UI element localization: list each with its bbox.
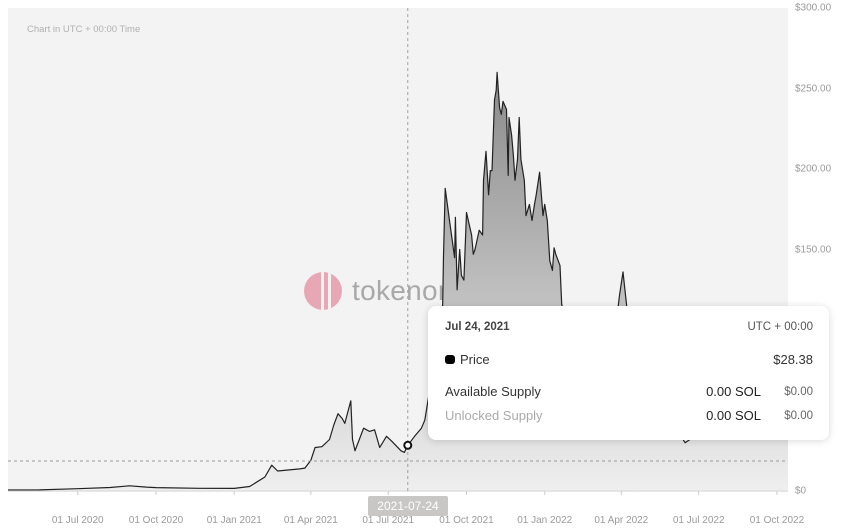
y-tick-label: $0 [795, 485, 807, 497]
tooltip-timezone: UTC + 00:00 [747, 321, 813, 333]
x-tick-label: 01 Jul 2020 [51, 515, 104, 526]
tooltip-price-row: Price $28.38 [445, 352, 813, 367]
tooltip-date: Jul 24, 2021 [445, 321, 510, 333]
tooltip-price-value: $28.38 [773, 352, 813, 367]
x-tick-label: 01 Jan 2021 [206, 515, 262, 526]
x-tick-label: 01 Jul 2022 [672, 515, 725, 526]
x-tick-label: 01 Apr 2021 [283, 515, 338, 526]
x-tick-label: 01 Oct 2022 [749, 515, 805, 526]
x-tick-label: 01 Apr 2022 [594, 515, 649, 526]
tooltip-row-amount: 0.00 SOL [706, 408, 761, 423]
tooltip-row-amount: 0.00 SOL [706, 384, 761, 399]
x-tick-label: 01 Oct 2020 [128, 515, 184, 526]
hover-date-badge: 2021-07-24 [368, 496, 448, 516]
tooltip-available-supply-row: Available Supply 0.00 SOL $0.00 [445, 384, 813, 399]
x-tick-label: 01 Oct 2021 [439, 515, 494, 526]
hover-point-marker [403, 440, 413, 450]
x-tick-label: 01 Jul 2021 [362, 515, 415, 526]
tooltip-row-label: Available Supply [445, 384, 541, 399]
tooltip-header: Jul 24, 2021 UTC + 00:00 [445, 321, 813, 333]
y-tick-label: $150.00 [795, 244, 832, 255]
tooltip: Jul 24, 2021 UTC + 00:00 Price $28.38 Av… [428, 306, 829, 440]
watermark-logo-icon [304, 272, 342, 310]
chart-timezone-note: Chart in UTC + 00:00 Time [27, 24, 141, 35]
y-tick-label: $250.00 [795, 83, 832, 94]
price-line [7, 71, 788, 491]
y-tick-label: $200.00 [795, 163, 832, 175]
y-tick-label: $300.00 [795, 2, 832, 14]
tooltip-row-usd: $0.00 [784, 409, 813, 422]
x-tick-label: 01 Jan 2022 [517, 515, 573, 526]
tooltip-row-usd: $0.00 [784, 385, 813, 398]
price-swatch-icon [445, 355, 455, 364]
tooltip-row-label: Unlocked Supply [445, 408, 543, 423]
tooltip-unlocked-supply-row: Unlocked Supply 0.00 SOL $0.00 [445, 408, 813, 423]
tooltip-price-label: Price [460, 352, 490, 367]
